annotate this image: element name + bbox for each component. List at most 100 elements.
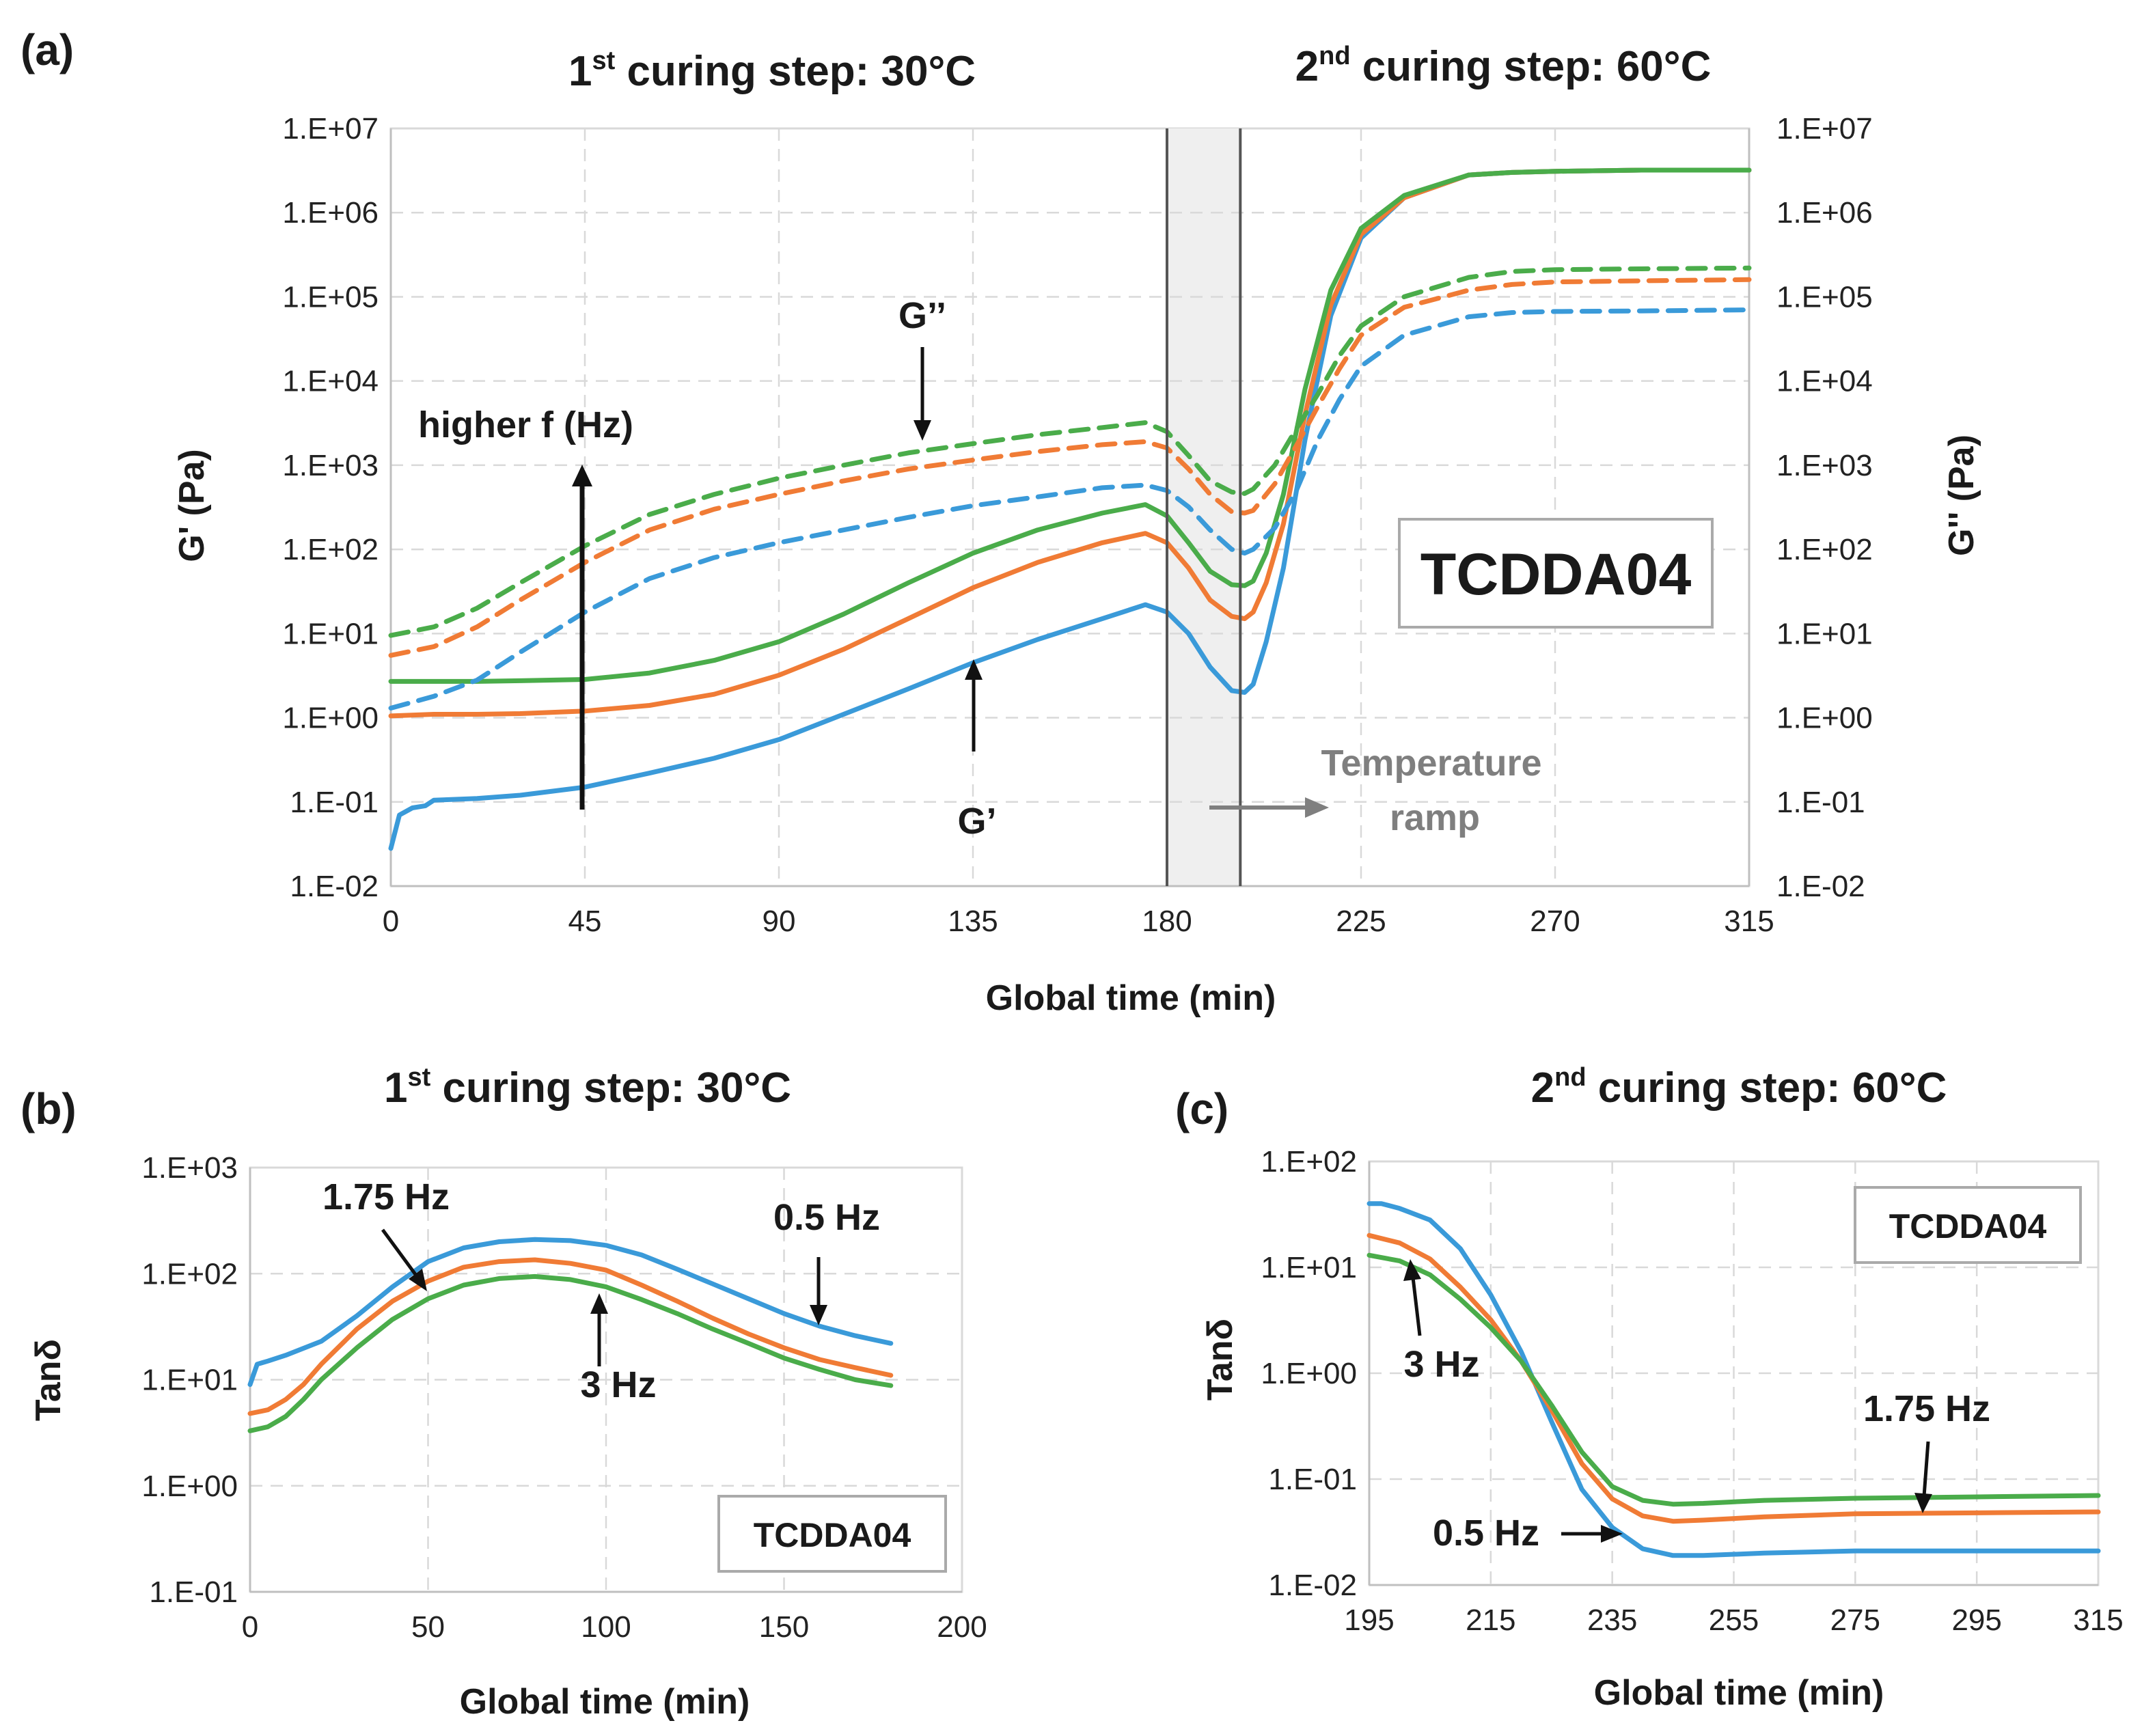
- panel-a-legend-box: [1398, 518, 1714, 629]
- a-plot-frame: [389, 127, 1750, 887]
- y-tick-label: 1.E+05: [282, 280, 379, 314]
- panel-b-title: 1st curing step: 30°C: [384, 1063, 791, 1112]
- y-tick-label: 1.E+01: [141, 1364, 238, 1397]
- x-tick-label: 0: [242, 1610, 258, 1644]
- y-tick-label: 1.E+01: [282, 617, 379, 650]
- x-tick-label: 0: [383, 905, 399, 938]
- y-right-tick-label: 1.E+00: [1776, 702, 1873, 735]
- y-tick-label: 1.E+07: [282, 112, 379, 146]
- series-line-g-3-hz: [388, 167, 1752, 684]
- panel-a-ylabel-right: G'' (Pa): [1942, 435, 1981, 556]
- y-tick-label: 1.E+04: [282, 365, 379, 398]
- series-line-g-1-75-hz: [388, 277, 1752, 658]
- x-tick-label: 90: [763, 905, 796, 938]
- arrow-b-3hz-head: [590, 1293, 608, 1314]
- series-line-0-5-hz: [247, 1237, 894, 1388]
- annotation-c-0-5hz: 0.5 Hz: [1433, 1513, 1539, 1554]
- y-tick-label: 1.E+00: [282, 702, 379, 735]
- arrow-b-1-75hz-head: [409, 1269, 427, 1291]
- arrow-c-3hz: [1411, 1277, 1422, 1336]
- panel-b-ylabel: Tanδ: [29, 1339, 68, 1421]
- y-right-tick-label: 1.E+03: [1776, 449, 1873, 482]
- y-right-tick-label: 1.E-02: [1776, 870, 1865, 903]
- series-line-3-hz: [247, 1273, 894, 1433]
- annotation-ramp: ramp: [1390, 797, 1480, 838]
- series-line-3-hz: [1367, 1252, 2101, 1507]
- y-right-tick-label: 1.E+06: [1776, 196, 1873, 230]
- annotation-b-1-75hz: 1.75 Hz: [322, 1176, 450, 1217]
- arrow-b-0-5hz-head: [810, 1305, 827, 1325]
- series-line-g-0-5-hz: [388, 307, 1752, 711]
- panel-b: (b) 1st curing step: 30°C 1.E-01 1.E+00 1.…: [20, 1063, 987, 1722]
- x-tick-label: 295: [1951, 1603, 2001, 1637]
- panel-a-title-right: 2nd curing step: 60°C: [1295, 42, 1712, 90]
- x-tick-label: 100: [581, 1610, 631, 1644]
- y-tick-label: 1.E-02: [1268, 1569, 1357, 1602]
- panel-a-label: (a): [20, 25, 74, 74]
- y-tick-label: 1.E+03: [282, 449, 379, 482]
- x-tick-label: 180: [1142, 905, 1192, 938]
- panel-b-label: (b): [20, 1084, 77, 1133]
- x-tick-label: 315: [2073, 1603, 2123, 1637]
- panel-c-plot-area: 1.E-02 1.E-01 1.E+00 1.E+01 1.E+02 195 215 235 2…: [1261, 1145, 2123, 1637]
- arrow-c-1-75hz: [1922, 1441, 1930, 1497]
- y-tick-label: 1.E+03: [141, 1151, 238, 1185]
- panel-b-xlabel: Global time (min): [460, 1682, 750, 1722]
- panel-a-plot-area: 1.E-02 1.E-02 1.E-01 1.E-01 1.E+00 1.E+00 1.E+…: [282, 112, 1872, 938]
- y-right-tick-label: 1.E+01: [1776, 617, 1873, 650]
- annotation-b-3hz: 3 Hz: [580, 1364, 656, 1405]
- y-tick-label: 1.E+00: [141, 1470, 238, 1503]
- annotation-g-prime: G’: [957, 801, 996, 842]
- x-tick-label: 225: [1336, 905, 1386, 938]
- arrow-c-0-5hz-head: [1601, 1525, 1623, 1543]
- x-tick-label: 45: [568, 905, 602, 938]
- x-tick-label: 215: [1466, 1603, 1515, 1637]
- annotation-higher-f: higher f (Hz): [418, 404, 633, 445]
- y-tick-label: 1.E+02: [282, 533, 379, 566]
- y-tick-label: 1.E-01: [1268, 1463, 1357, 1496]
- x-tick-label: 270: [1530, 905, 1580, 938]
- y-tick-label: 1.E-01: [149, 1575, 238, 1609]
- x-tick-label: 235: [1587, 1603, 1637, 1637]
- panel-b-legend-box: [717, 1495, 947, 1573]
- x-tick-label: 150: [759, 1610, 809, 1644]
- arrow-higher-f-head: [572, 465, 592, 486]
- panel-c-xlabel: Global time (min): [1594, 1673, 1884, 1713]
- panel-c-label: (c): [1175, 1084, 1228, 1133]
- series-line-1-75-hz: [247, 1257, 894, 1416]
- panel-b-legend-box-text: TCDDA04: [754, 1516, 911, 1554]
- panel-c-legend-box: [1854, 1186, 2082, 1264]
- y-tick-label: 1.E-02: [290, 870, 379, 903]
- x-tick-label: 195: [1344, 1603, 1394, 1637]
- arrow-g-double-prime-head: [914, 420, 931, 441]
- panel-b-plot-area: 1.E-01 1.E+00 1.E+01 1.E+02 1.E+03 0 50 100 150 2…: [141, 1151, 987, 1644]
- panel-c: (c) 2nd curing step: 60°C 1.E-021.E-011.…: [1175, 1063, 2124, 1713]
- annotation-c-1-75hz: 1.75 Hz: [1863, 1388, 1990, 1429]
- arrow-c-3hz-head: [1403, 1259, 1421, 1281]
- panel-a-title-left: 1st curing step: 30°C: [568, 46, 976, 95]
- panel-c-ylabel: Tanδ: [1200, 1319, 1240, 1401]
- x-tick-label: 50: [411, 1610, 445, 1644]
- annotation-temperature: Temperature: [1321, 743, 1541, 784]
- arrow-g-prime-head: [965, 659, 983, 680]
- y-tick-label: 1.E-01: [290, 786, 379, 819]
- series-line-0-5-hz: [1367, 1201, 2101, 1558]
- y-right-tick-label: 1.E+02: [1776, 533, 1873, 566]
- panel-a-legend-box-text: TCDDA04: [1420, 542, 1692, 607]
- series-line-g-3-hz: [388, 265, 1752, 638]
- panel-c-legend-box-text: TCDDA04: [1889, 1207, 2047, 1245]
- y-right-tick-label: 1.E+05: [1776, 280, 1873, 314]
- y-tick-label: 1.E+00: [1261, 1357, 1357, 1390]
- y-tick-label: 1.E+01: [1261, 1251, 1357, 1284]
- x-tick-label: 275: [1830, 1603, 1880, 1637]
- y-tick-label: 1.E+06: [282, 196, 379, 230]
- arrow-c-1-75hz-head: [1914, 1493, 1932, 1513]
- annotation-g-double-prime: G’’: [898, 295, 946, 336]
- y-right-tick-label: 1.E-01: [1776, 786, 1865, 819]
- series-line-1-75-hz: [1367, 1232, 2101, 1524]
- y-right-tick-label: 1.E+04: [1776, 365, 1873, 398]
- annotation-b-0-5hz: 0.5 Hz: [773, 1197, 880, 1238]
- y-right-tick-label: 1.E+07: [1776, 112, 1873, 146]
- annotation-c-3hz: 3 Hz: [1403, 1344, 1479, 1385]
